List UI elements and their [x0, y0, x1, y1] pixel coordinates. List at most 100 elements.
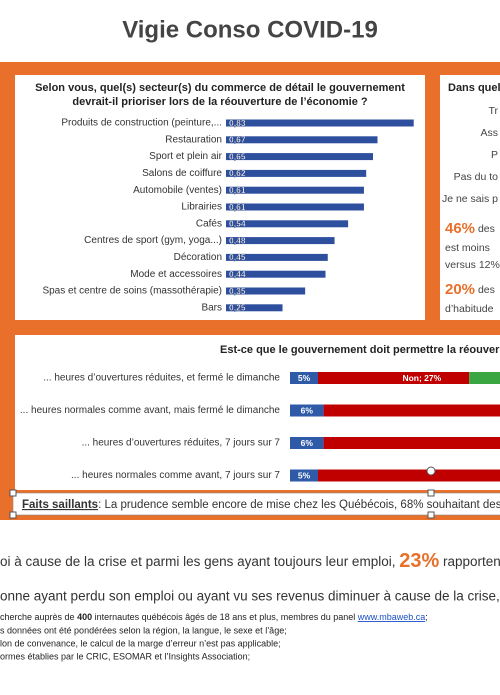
value-label: 0,61	[229, 202, 246, 212]
footnote: s données ont été pondérées selon la rég…	[0, 625, 287, 635]
value-label: 0,45	[229, 252, 246, 262]
panel-label: Ass	[480, 127, 498, 139]
category-label: Automobile (ventes)	[133, 185, 222, 196]
value-label: 5%	[298, 470, 311, 480]
category-label: Spas et centre de soins (massothérapie)	[42, 286, 222, 297]
bar	[226, 220, 349, 228]
handle	[427, 511, 435, 519]
right-panel	[440, 75, 500, 320]
body-text: rapportent	[439, 554, 500, 569]
panel-note: 20% des	[445, 281, 495, 298]
panel-label: Je ne sais p	[442, 193, 498, 205]
category-label: ... heures d’ouvertures réduites, 7 jour…	[82, 438, 281, 449]
category-label: ... heures normales comme avant, mais fe…	[20, 405, 281, 416]
bar	[226, 203, 364, 211]
category-label: Centres de sport (gym, yoga...)	[84, 235, 222, 246]
category-label: ... heures normales comme avant, 7 jours…	[71, 470, 280, 481]
bar	[226, 186, 364, 194]
category-label: Bars	[201, 302, 222, 313]
bar-segment	[469, 372, 500, 384]
category-label: Mode et accessoires	[130, 269, 222, 280]
bar	[226, 169, 367, 177]
note-text: versus 12%	[445, 259, 500, 271]
panel-note: est moins	[445, 242, 490, 254]
category-label: Restauration	[165, 134, 222, 145]
bar-segment	[323, 404, 500, 417]
rotate-handle	[426, 466, 436, 476]
category-label: Décoration	[174, 252, 222, 263]
value-label: 0,54	[229, 219, 246, 229]
panel-label: Tr	[488, 105, 498, 117]
footnote: lon de convenance, le calcul de la marge…	[0, 638, 281, 648]
category-label: Librairies	[181, 202, 222, 213]
footnote: ormes établies par le CRIC, ESOMAR et l’…	[0, 651, 250, 661]
bar-segment	[318, 469, 500, 482]
value-label: Non; 27%	[402, 373, 441, 383]
highlight-box[interactable]	[12, 492, 500, 516]
footnote-text: internautes québécois âgés de 18 ans et …	[92, 612, 358, 622]
bar	[226, 287, 306, 295]
value-label: 5%	[298, 373, 311, 383]
category-label: Produits de construction (peinture,...	[61, 118, 222, 129]
value-label: 0,44	[229, 269, 246, 279]
value-label: 0,62	[229, 168, 246, 178]
highlight-body: : La prudence semble encore de mise chez…	[98, 499, 500, 511]
bar	[226, 253, 328, 261]
footnote-link[interactable]: www.mbaweb.ca	[357, 612, 426, 622]
bar	[226, 270, 326, 278]
body-highlight: 23%	[399, 550, 439, 572]
footnote-text: ;	[425, 612, 428, 622]
bar	[226, 119, 414, 127]
note-highlight: 46%	[445, 220, 475, 237]
footnote-text: cherche auprès de	[0, 612, 77, 622]
note-text: des	[475, 223, 495, 235]
value-label: 0,25	[229, 303, 246, 313]
chart-1: Selon vous, quel(s) secteur(s) du commer…	[35, 82, 414, 313]
handle	[9, 489, 17, 497]
note-text: des	[475, 284, 495, 296]
value-label: 0,48	[229, 235, 246, 245]
value-label: 0,65	[229, 151, 246, 161]
right-panel-content: Dans quel Tr Ass P Pas du to Je ne sais p 46%…	[442, 82, 500, 315]
panel-note: versus 12%	[445, 259, 500, 271]
handle	[9, 511, 17, 519]
body-line: oi à cause de la crise et parmi les gens…	[0, 550, 500, 572]
chart-title: Selon vous, quel(s) secteur(s) du commer…	[35, 82, 405, 94]
panel-title: Dans quel	[448, 82, 500, 94]
body-text: oi à cause de la crise et parmi les gens…	[0, 554, 399, 569]
footnote: cherche auprès de 400 internautes québéc…	[0, 612, 428, 622]
chart-2: Est-ce que le gouvernement doit permettr…	[20, 344, 500, 482]
panel-note: d’habitude	[445, 303, 494, 315]
value-label: 0,83	[229, 118, 246, 128]
chart-title: Est-ce que le gouvernement doit permettr…	[220, 344, 500, 356]
category-label: Sport et plein air	[149, 151, 222, 162]
value-label: 6%	[301, 405, 314, 415]
highlight-label: Faits saillants	[22, 499, 98, 511]
chart-panel-1	[15, 75, 425, 320]
panel-label: Pas du to	[454, 171, 499, 183]
bar-segment	[290, 437, 324, 449]
handle	[427, 489, 435, 497]
category-label: Salons de coiffure	[142, 168, 222, 179]
page-title: Vigie Conso COVID-19	[122, 16, 378, 43]
footnote-count: 400	[77, 612, 92, 622]
bar-segment	[318, 372, 470, 384]
bar	[226, 237, 335, 245]
body-line: onne ayant perdu son emploi ou ayant vu …	[0, 589, 500, 604]
category-label: Cafés	[196, 218, 222, 229]
bar-segment	[323, 437, 500, 449]
chart-title: devrait-il prioriser lors de la réouvert…	[72, 96, 368, 108]
bar	[226, 153, 373, 161]
panel-label: P	[491, 149, 498, 161]
bar-segment	[290, 372, 318, 384]
value-label: 6%	[301, 438, 314, 448]
category-label: ... heures d’ouvertures réduites, et fer…	[43, 373, 280, 384]
value-label: 0,61	[229, 185, 246, 195]
title-band	[0, 0, 500, 62]
panel-note: 46% des	[445, 220, 495, 237]
bar	[226, 136, 378, 144]
bar-segment	[290, 469, 318, 482]
value-label: 0,67	[229, 135, 246, 145]
note-text: d’habitude	[445, 303, 494, 315]
value-label: 0,35	[229, 286, 246, 296]
